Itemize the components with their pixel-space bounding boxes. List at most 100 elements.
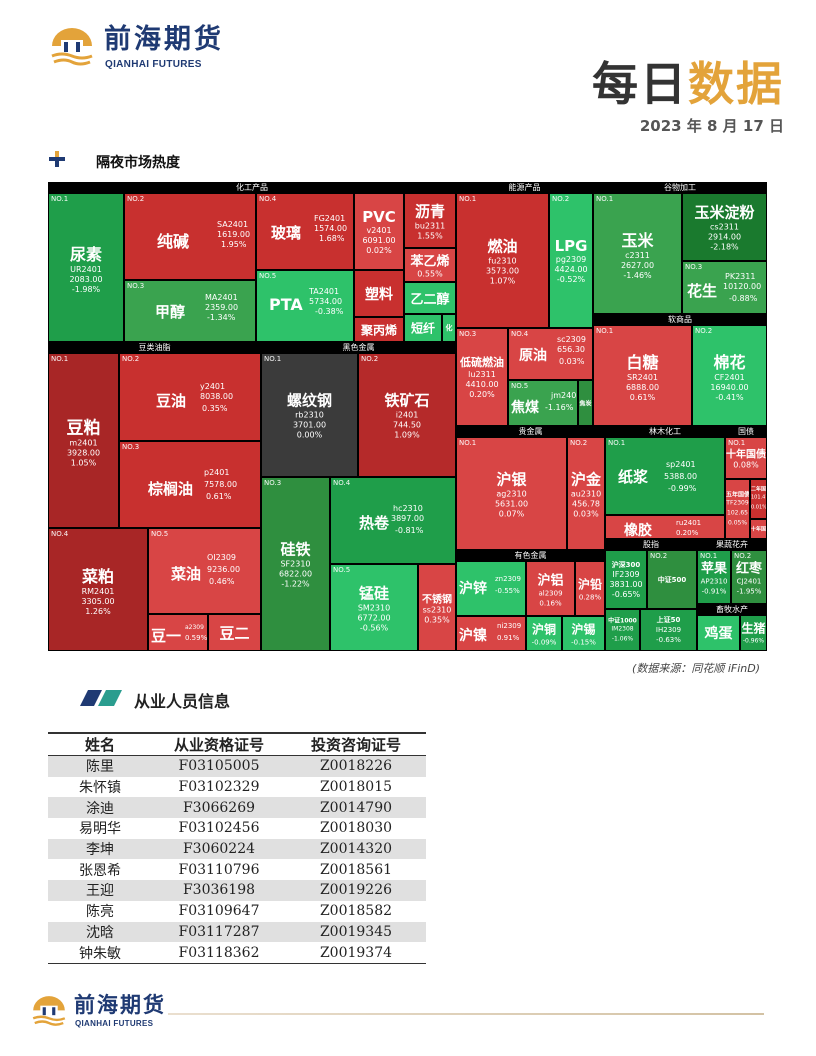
tile-styrene[interactable]: 苯乙烯 0.55% [404, 248, 456, 282]
tile-nickel[interactable]: 沪镍 ni2309 0.91% [456, 616, 526, 651]
cell-qualification: F3066269 [152, 797, 286, 819]
footer-logo-text-cn: 前海期货 [74, 992, 166, 1017]
tile-rapeseed-oil[interactable]: NO.5 菜油 OI2309 9236.00 0.46% [148, 528, 261, 614]
tile-lead[interactable]: 沪铅 0.28% [575, 561, 605, 616]
tile-glass[interactable]: NO.4 玻璃 FG2401 1574.00 1.68% [256, 193, 354, 270]
cell-qualification: F03110796 [178, 861, 260, 878]
table-row: 王迎 F3036198 Z0019226 [48, 880, 426, 901]
tile-corn-starch[interactable]: 玉米淀粉 cs2311 2914.00 -2.18% [682, 193, 767, 261]
group-header-oils: 豆类油脂 [48, 342, 261, 353]
tile-soybean-1[interactable]: 豆一 a2309 0.59% [148, 614, 208, 651]
tile-ferrosilicon[interactable]: NO.3 硅铁 SF2310 6822.00 -1.22% [261, 477, 330, 651]
tile-sugar[interactable]: NO.1 白糖 SR2401 6888.00 0.61% [593, 325, 692, 426]
group-header-bond: 国债 [725, 426, 767, 437]
tile-soda-ash[interactable]: NO.2 纯碱 SA2401 1619.00 1.95% [124, 193, 256, 280]
tile-zinc[interactable]: 沪锌 zn2309 -0.55% [456, 561, 526, 616]
logo-text-cn: 前海期货 [104, 24, 224, 55]
tile-sse50[interactable]: 上证50 IH2309 -0.63% [640, 609, 697, 651]
group-header-fruit: 果蔬花卉 [697, 539, 767, 550]
cell-qualification: F03109647 [178, 903, 260, 920]
tile-soybean-oil[interactable]: NO.2 豆油 y2401 8038.00 0.35% [119, 353, 261, 441]
tile-tin[interactable]: 沪锡 -0.15% [562, 616, 605, 651]
footer-divider [168, 1013, 764, 1015]
tile-silicomanganese[interactable]: NO.5 锰硅 SM2310 6772.00 -0.56% [330, 564, 418, 651]
cell-qualification: F03105005 [152, 755, 286, 777]
tile-copper[interactable]: 沪铜 -0.09% [526, 616, 562, 651]
group-header-grain: 谷物加工 [593, 182, 767, 193]
tile-gold[interactable]: NO.2 沪金 au2310 456.78 0.03% [567, 437, 605, 550]
cell-qualification: F03117287 [152, 921, 286, 943]
tile-plastic[interactable]: 塑料 [354, 270, 404, 317]
cell-name: 沈晗 [48, 921, 152, 943]
staff-table: 姓名 从业资格证号 投资咨询证号 陈里 F03105005 Z0018226 朱怀镇… [48, 732, 426, 964]
tile-low-sulfur-fuel[interactable]: NO.3 低硫燃油 lu2311 4410.00 0.20% [456, 328, 508, 426]
data-source-note: (数据来源：同花顺 iFinD) [632, 662, 760, 675]
tile-hot-rolled-coil[interactable]: NO.4 热卷 hc2310 3897.00 -0.81% [330, 477, 456, 564]
table-row: 李坤 F3060224 Z0014320 [48, 838, 426, 860]
table-row: 沈晗 F03117287 Z0019345 [48, 921, 426, 943]
tile-bitumen[interactable]: 沥青 bu2311 1.55% [404, 193, 456, 248]
tile-urea[interactable]: NO.1 尿素 UR2401 2083.00 -1.98% [48, 193, 124, 342]
tile-csi300[interactable]: 沪深300 IF2309 3831.00 -0.65% [605, 550, 647, 609]
group-header-index: 股指 [605, 539, 697, 550]
report-date: 2023 年 8 月 17 日 [639, 117, 784, 135]
tile-fuel-oil[interactable]: NO.1 燃油 fu2310 3573.00 1.07% [456, 193, 549, 328]
group-header-forest: 林木化工 [605, 426, 725, 437]
tile-peanut[interactable]: NO.3 花生 PK2311 10120.00 -0.88% [682, 261, 767, 314]
tile-crude-oil[interactable]: NO.4 原油 sc2309 656.30 0.03% [508, 328, 593, 380]
cell-name: 钟朱敏 [48, 942, 152, 964]
tile-csi1000[interactable]: 中证1000 IM2308 -1.06% [605, 609, 640, 651]
page-title-part1: 每日 [592, 57, 688, 111]
tile-pta[interactable]: NO.5 PTA TA2401 5734.00 -0.38% [256, 270, 354, 342]
tile-soymeal[interactable]: NO.1 豆粕 m2401 3928.00 1.05% [48, 353, 119, 528]
tile-chem-small[interactable]: 化 [442, 314, 456, 342]
tile-palm-oil[interactable]: NO.3 棕榈油 p2401 7578.00 0.61% [119, 441, 261, 528]
tile-live-hog[interactable]: 生猪 -0.96% [740, 615, 767, 651]
tile-pvc[interactable]: PVC v2401 6091.00 0.02% [354, 193, 404, 270]
tile-pulp[interactable]: NO.1 纸浆 sp2401 5388.00 -0.99% [605, 437, 725, 515]
cell-qualification: F03118362 [152, 942, 286, 964]
tile-ethylene-glycol[interactable]: 乙二醇 [404, 282, 456, 314]
header-qualification-no: 从业资格证号 [152, 732, 286, 756]
header-consulting-no: 投资咨询证号 [286, 732, 426, 756]
cell-consulting: Z0014790 [286, 797, 426, 819]
logo-text-en: QIANHAI FUTURES [105, 59, 202, 70]
tile-csi500[interactable]: NO.2 中证500 [647, 550, 697, 609]
tile-aluminum[interactable]: 沪铝 al2309 0.16% [526, 561, 575, 616]
tile-methanol[interactable]: NO.3 甲醇 MA2401 2359.00 -1.34% [124, 280, 256, 342]
tile-stainless-steel[interactable]: 不锈钢 ss2310 0.35% [418, 564, 456, 651]
tile-silver[interactable]: NO.1 沪银 ag2310 5631.00 0.07% [456, 437, 567, 550]
tile-rubber[interactable]: 橡胶 ru2401 0.20% [605, 515, 725, 539]
table-row: 朱怀镇 F03102329 Z0018015 [48, 777, 426, 798]
tile-staple-fiber[interactable]: 短纤 [404, 314, 442, 342]
logo-emblem-icon [51, 28, 93, 66]
tile-5y-bond[interactable]: 五年国债 TF2309 102.65 0.05% [725, 479, 750, 539]
tile-2y-bond[interactable]: 二年国债 101.470.01% [750, 479, 767, 519]
tile-coke[interactable]: 焦炭 [578, 380, 593, 426]
tile-polypropylene[interactable]: 聚丙烯 [354, 317, 404, 342]
page-title: 每日数据 [592, 48, 784, 114]
tile-apple[interactable]: NO.1 苹果 AP2310 -0.91% [697, 550, 731, 604]
tile-egg[interactable]: 鸡蛋 [697, 615, 740, 651]
tile-iron-ore[interactable]: NO.2 铁矿石 i2401 744.50 1.09% [358, 353, 456, 477]
cell-consulting: Z0018582 [319, 903, 393, 920]
tile-corn[interactable]: NO.1 玉米 c2311 2627.00 -1.46% [593, 193, 682, 314]
footer-logo: 前海期货 QIANHAI FUTURES [30, 994, 170, 1034]
tile-lpg[interactable]: NO.2 LPG pg2309 4424.00 -0.52% [549, 193, 593, 328]
tile-cotton[interactable]: NO.2 棉花 CF2401 16940.00 -0.41% [692, 325, 767, 426]
cell-name: 朱怀镇 [79, 780, 121, 797]
tile-10y-bond-small[interactable]: 十年国 [750, 519, 767, 539]
tile-10y-bond[interactable]: NO.1 十年国债 0.08% [725, 437, 767, 479]
tile-red-date[interactable]: NO.2 红枣 CJ2401 -1.95% [731, 550, 767, 604]
tile-rebar[interactable]: NO.1 螺纹钢 rb2310 3701.00 0.00% [261, 353, 358, 477]
cell-name: 涂迪 [48, 797, 152, 819]
tile-soybean-2[interactable]: 豆二 [208, 614, 261, 651]
cell-consulting: Z0019345 [286, 921, 426, 943]
tile-coking-coal[interactable]: NO.5 焦煤 jm2401 -1.16% [508, 380, 578, 426]
tile-rapeseed-meal[interactable]: NO.4 菜粕 RM2401 3305.00 1.26% [48, 528, 148, 651]
group-header-ferrous: 黑色金属 [261, 342, 456, 353]
group-header-livestock: 畜牧水产 [697, 604, 767, 615]
table-row: 涂迪 F3066269 Z0014790 [48, 797, 426, 819]
group-header-soft: 软商品 [593, 314, 767, 325]
section-title-overnight-heat: 隔夜市场热度 [96, 155, 180, 171]
